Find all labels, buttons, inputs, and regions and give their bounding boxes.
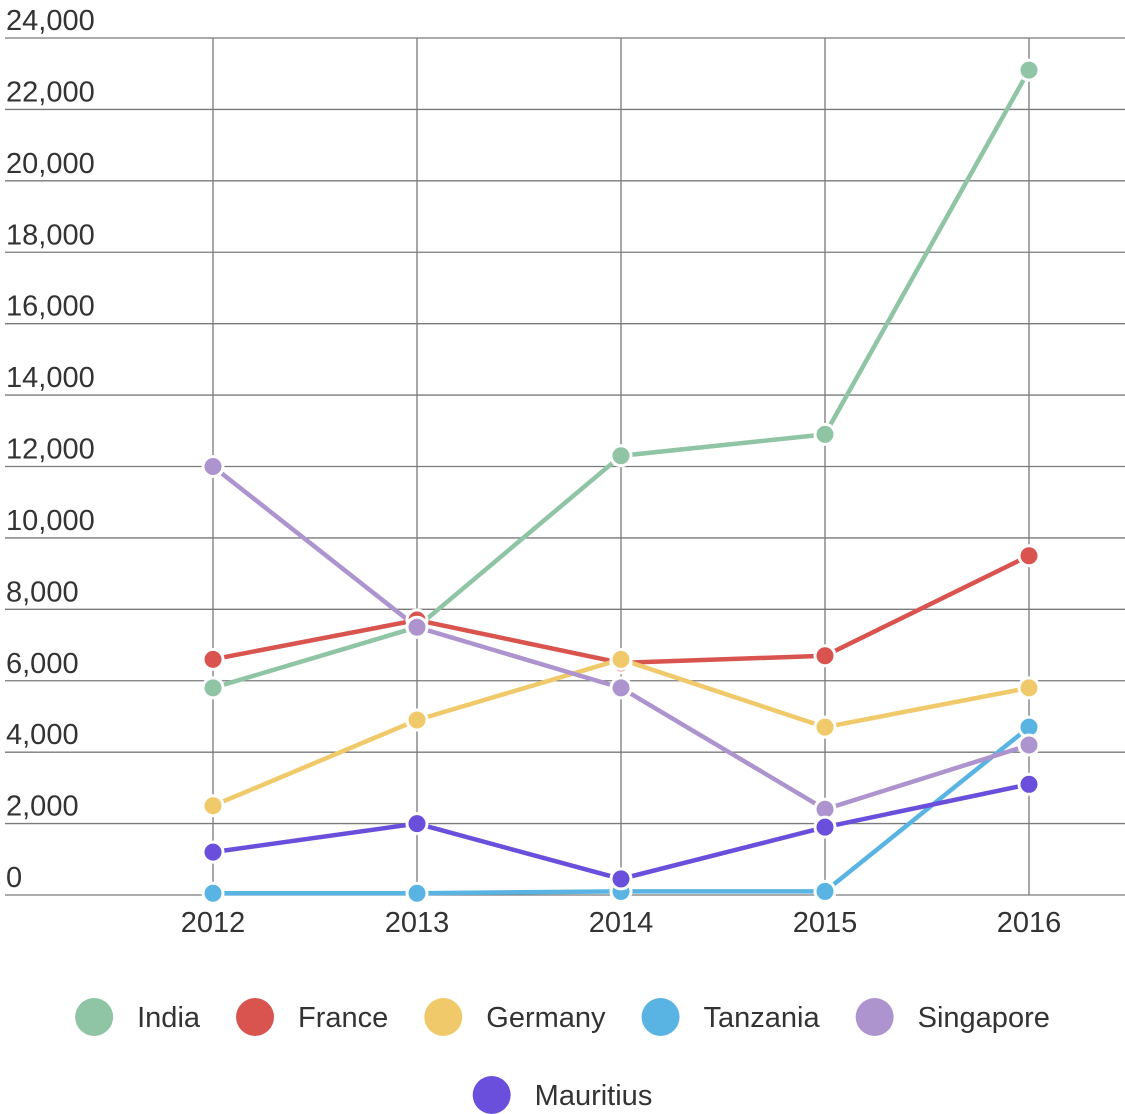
legend-label: Singapore <box>918 1002 1050 1034</box>
data-point-germany-2015 <box>813 715 837 739</box>
legend-label: Germany <box>486 1002 606 1034</box>
x-axis-ticks: 2012 2013 2014 2015 2016 <box>181 907 1062 939</box>
legend-label: Mauritius <box>535 1080 653 1112</box>
y-tick-label: 20,000 <box>6 148 95 180</box>
x-tick-label: 2012 <box>181 907 246 939</box>
data-point-india-2014 <box>609 444 633 468</box>
y-tick-label: 6,000 <box>6 648 79 680</box>
x-tick-label: 2016 <box>997 907 1062 939</box>
data-point-india-2015 <box>813 422 837 446</box>
y-tick-label: 12,000 <box>6 434 95 466</box>
data-point-france-2015 <box>813 644 837 668</box>
legend-item-tanzania: Tanzania <box>641 998 821 1036</box>
data-point-singapore-2013 <box>405 615 429 639</box>
legend-item-singapore: Singapore <box>855 998 1050 1036</box>
legend: India France Germany Tanzania Singapore Mauri… <box>75 998 1050 1114</box>
legend-marker <box>236 998 275 1036</box>
y-tick-label: 16,000 <box>6 291 95 323</box>
data-point-singapore-2016 <box>1017 733 1041 757</box>
y-tick-label: 2,000 <box>6 791 79 823</box>
x-tick-label: 2015 <box>793 907 858 939</box>
y-tick-label: 10,000 <box>6 505 95 537</box>
data-point-france-2016 <box>1017 544 1041 568</box>
x-tick-label: 2013 <box>385 907 450 939</box>
legend-marker <box>472 1076 511 1114</box>
data-point-france-2012 <box>201 647 225 671</box>
y-tick-label: 24,000 <box>6 5 95 37</box>
data-point-tanzania-2015 <box>813 879 837 903</box>
legend-marker <box>424 998 463 1036</box>
legend-label: India <box>137 1002 201 1034</box>
data-point-germany-2013 <box>405 708 429 732</box>
data-point-germany-2016 <box>1017 676 1041 700</box>
legend-marker <box>641 998 680 1036</box>
y-tick-label: 22,000 <box>6 76 95 108</box>
data-point-india-2016 <box>1017 58 1041 82</box>
data-point-mauritius-2013 <box>405 812 429 836</box>
data-point-tanzania-2013 <box>405 881 429 905</box>
legend-marker <box>75 998 114 1036</box>
series-points <box>201 58 1041 905</box>
legend-item-india: India <box>75 998 201 1036</box>
data-point-mauritius-2016 <box>1017 772 1041 796</box>
data-point-tanzania-2012 <box>201 881 225 905</box>
data-point-singapore-2014 <box>609 676 633 700</box>
y-tick-label: 8,000 <box>6 576 79 608</box>
legend-label: France <box>298 1002 388 1034</box>
x-tick-label: 2014 <box>589 907 654 939</box>
legend-label: Tanzania <box>704 1002 821 1034</box>
data-point-mauritius-2012 <box>201 840 225 864</box>
legend-marker <box>855 998 894 1036</box>
legend-item-france: France <box>236 998 388 1036</box>
data-point-germany-2012 <box>201 794 225 818</box>
legend-item-germany: Germany <box>424 998 606 1036</box>
data-point-singapore-2012 <box>201 455 225 478</box>
data-point-germany-2014 <box>609 647 633 671</box>
y-tick-label: 14,000 <box>6 362 95 394</box>
data-point-mauritius-2014 <box>609 867 633 891</box>
y-tick-label: 4,000 <box>6 719 79 751</box>
data-point-mauritius-2015 <box>813 815 837 839</box>
y-tick-label: 18,000 <box>6 219 95 251</box>
y-axis-ticks: 0 2,000 4,000 6,000 8,000 10,000 12,000 14,000 1… <box>6 5 95 894</box>
data-point-india-2012 <box>201 676 225 700</box>
y-tick-label: 0 <box>6 862 22 894</box>
legend-item-mauritius: Mauritius <box>472 1076 653 1114</box>
